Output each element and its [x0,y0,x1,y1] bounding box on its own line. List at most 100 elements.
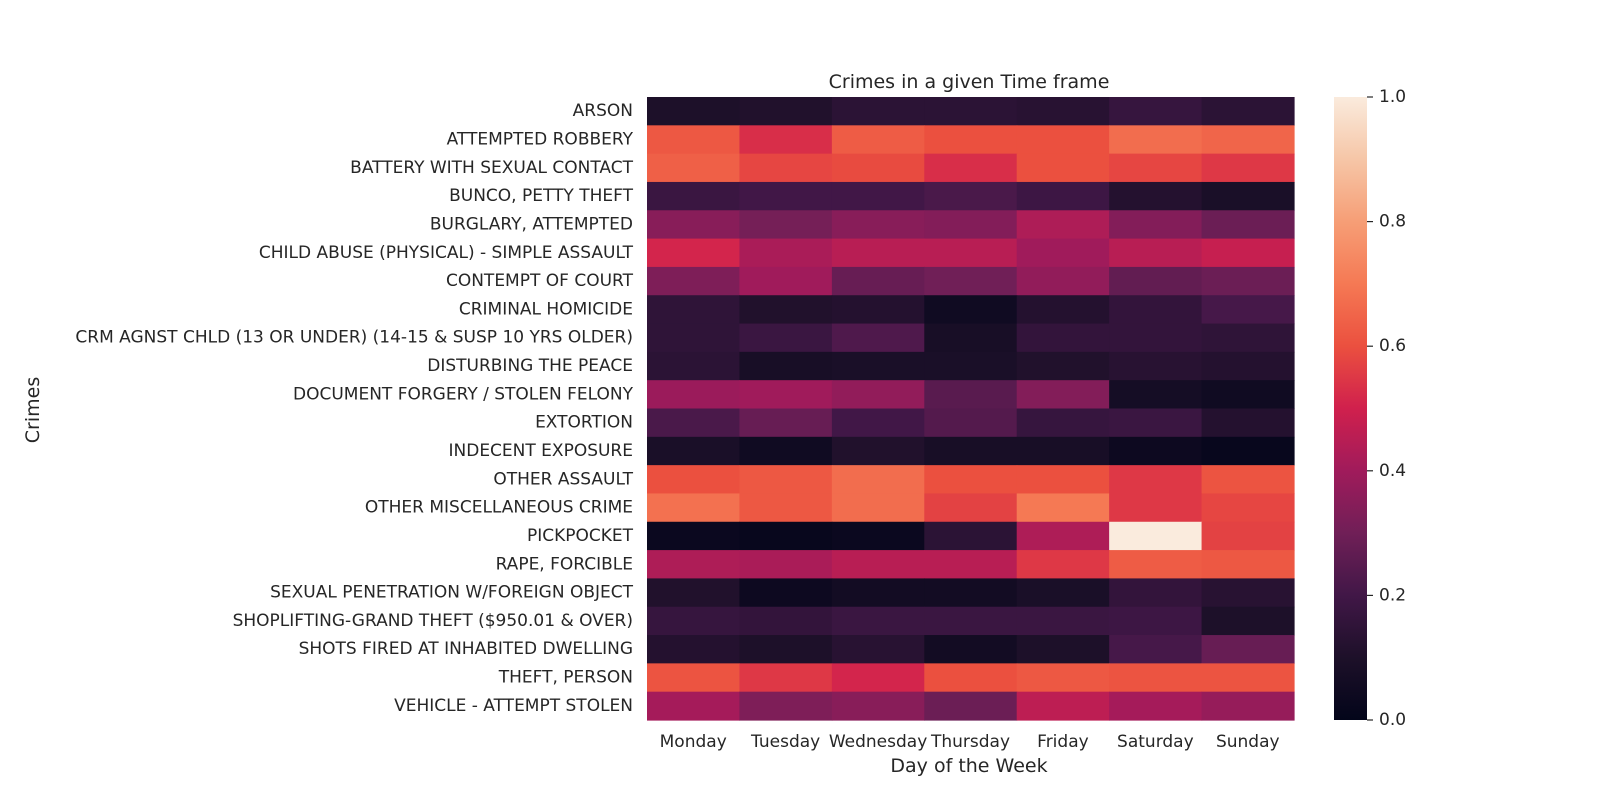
heatmap-cell [1109,125,1203,155]
heatmap-cell [1201,181,1295,211]
heatmap-cell [647,606,741,636]
heatmap-cell [739,97,833,126]
heatmap-cell [831,436,925,466]
heatmap-cell [831,97,925,126]
heatmap-cell [831,521,925,551]
heatmap-cell [647,181,741,211]
heatmap-cell [924,97,1018,126]
colorbar-tick-label: 0.4 [1379,461,1406,481]
heatmap-cell [1109,323,1203,353]
colorbar-tick-label: 0.8 [1379,212,1406,232]
y-tick-label: EXTORTION [535,413,633,433]
heatmap-cell [647,380,741,410]
heatmap-cell [647,550,741,580]
heatmap-cell [739,238,833,268]
heatmap-cell [739,266,833,296]
heatmap-cell [1109,635,1203,664]
heatmap-cell [1016,380,1110,410]
heatmap-cell [831,691,925,721]
heatmap-cell [647,521,741,551]
heatmap-cell [831,408,925,438]
heatmap-cell [924,295,1018,325]
heatmap-cell [1016,210,1110,240]
heatmap-cell [647,266,741,296]
heatmap-cell [739,493,833,523]
heatmap-cell [831,266,925,296]
heatmap-cell [1109,181,1203,211]
heatmap-cell [647,351,741,381]
heatmap-cell [924,493,1018,523]
heatmap-cell [1016,238,1110,268]
heatmap-cell [1016,493,1110,523]
heatmap-cell [924,238,1018,268]
heatmap-cell [831,323,925,353]
heatmap-cell [647,635,741,664]
heatmap-cell [1016,351,1110,381]
heatmap-cell [1109,380,1203,410]
heatmap-cell [739,663,833,693]
heatmap-cell [924,181,1018,211]
x-tick-label: Friday [1037,732,1089,752]
heatmap-cell [1201,295,1295,325]
heatmap-cell [1109,238,1203,268]
heatmap-cell [1201,691,1295,721]
heatmap-cell [924,465,1018,495]
y-tick-label: PICKPOCKET [527,526,634,546]
y-tick-label: SHOPLIFTING-GRAND THEFT ($950.01 & OVER) [233,611,633,631]
heatmap-cell [831,380,925,410]
heatmap-cell [739,181,833,211]
x-tick-label: Saturday [1117,732,1194,752]
heatmap-cell [739,125,833,155]
heatmap-cell [831,153,925,183]
heatmap-cell [1016,521,1110,551]
y-tick-label: CONTEMPT OF COURT [446,271,634,291]
heatmap-cell [647,97,741,126]
heatmap-cell [924,635,1018,664]
y-tick-label: OTHER ASSAULT [493,469,633,489]
colorbar: 0.0 0.2 0.4 0.6 0.8 1.0 [1334,87,1406,730]
colorbar-tick-label: 0.0 [1379,710,1406,730]
heatmap-cell [924,691,1018,721]
heatmap-cell [1109,691,1203,721]
heatmap-cell [1016,550,1110,580]
heatmap-cell [1109,210,1203,240]
heatmap-cell [924,323,1018,353]
heatmap-cell [1201,521,1295,551]
heatmap-cell [739,465,833,495]
heatmap-cell [1109,408,1203,438]
x-tick-label: Monday [660,732,727,752]
heatmap-cell [831,606,925,636]
heatmap-cell [1109,266,1203,296]
heatmap-cell [647,295,741,325]
heatmap-cell [1109,550,1203,580]
colorbar-tick-label: 0.2 [1379,585,1406,605]
heatmap-cell [1201,465,1295,495]
heatmap-cell [924,663,1018,693]
heatmap-cell [1016,436,1110,466]
heatmap-cell [831,295,925,325]
heatmap-cell [739,380,833,410]
heatmap-cell [831,465,925,495]
heatmap-cell [647,408,741,438]
y-tick-label: VEHICLE - ATTEMPT STOLEN [394,696,633,716]
y-tick-label: ARSON [573,101,633,121]
heatmap-cell [1109,97,1203,126]
x-tick-label: Tuesday [750,732,820,752]
heatmap-cell [924,606,1018,636]
heatmap-cell [739,436,833,466]
heatmap-cell [1201,153,1295,183]
heatmap-cell [1109,606,1203,636]
heatmap-cell [647,691,741,721]
heatmap-cell [924,380,1018,410]
heatmap-cell [647,238,741,268]
heatmap-cell [831,493,925,523]
colorbar-ticks: 0.0 0.2 0.4 0.6 0.8 1.0 [1367,87,1406,730]
heatmap-cell [924,266,1018,296]
x-axis-tick-labels: Monday Tuesday Wednesday Thursday Friday Satu… [660,732,1280,752]
heatmap-cell [1201,578,1295,608]
heatmap-cell [739,153,833,183]
x-axis-label: Day of the Week [890,755,1047,777]
heatmap-cell [831,238,925,268]
heatmap-cell [1109,436,1203,466]
